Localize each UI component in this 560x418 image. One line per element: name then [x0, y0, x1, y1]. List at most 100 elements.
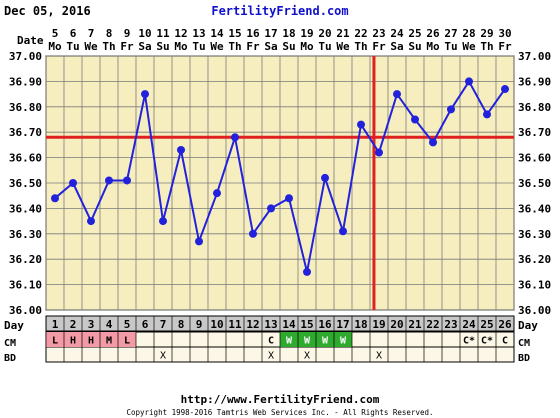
date-label: 5	[52, 27, 59, 40]
cm-label: W	[340, 336, 347, 347]
cycle-day-label: 4	[106, 318, 113, 331]
cycle-day-label: 1	[52, 318, 59, 331]
weekday-label: Mo	[48, 40, 62, 53]
weekday-label: Th	[102, 40, 115, 53]
date-label: 27	[444, 27, 457, 40]
weekday-label: Sa	[264, 40, 277, 53]
y-tick-label-right: 36.40	[518, 202, 551, 215]
cm-cell	[298, 332, 316, 347]
date-label: 17	[264, 27, 277, 40]
cycle-day-label: 15	[300, 318, 313, 331]
cm-label: W	[304, 336, 311, 347]
y-tick-label-right: 36.90	[518, 75, 551, 88]
cycle-day-label: 13	[264, 318, 277, 331]
temperature-point	[465, 77, 473, 86]
weekday-label: We	[462, 40, 476, 53]
weekday-label: Su	[156, 40, 169, 53]
y-tick-label-left: 36.30	[9, 228, 42, 241]
date-label: 22	[354, 27, 367, 40]
weekday-label: Fr	[498, 40, 512, 53]
date-label: 11	[156, 27, 170, 40]
temperature-point	[213, 189, 221, 198]
cm-label: C	[502, 336, 508, 347]
cm-row-label-right: CM	[518, 338, 530, 349]
y-tick-label-right: 37.00	[518, 50, 551, 63]
weekday-label: Mo	[300, 40, 314, 53]
y-tick-label-right: 36.70	[518, 126, 551, 139]
weekday-label: Th	[480, 40, 493, 53]
temperature-point	[501, 85, 509, 94]
date-label: 12	[174, 27, 187, 40]
cycle-day-label: 17	[336, 318, 349, 331]
date-label: 13	[192, 27, 205, 40]
temperature-point	[375, 148, 383, 157]
temperature-point	[105, 176, 113, 185]
cm-row-label: CM	[4, 338, 16, 349]
temperature-point	[177, 145, 185, 154]
cm-cell	[280, 332, 298, 347]
temperature-point	[483, 110, 491, 119]
cm-cell	[100, 332, 118, 347]
day-row-label: Day	[4, 319, 24, 332]
cm-label: L	[124, 336, 130, 347]
temperature-point	[195, 237, 203, 246]
temperature-point	[69, 179, 77, 187]
weekday-label: Th	[354, 40, 367, 53]
cycle-day-label: 23	[444, 318, 457, 331]
bd-row-label: BD	[4, 353, 16, 364]
temperature-line	[54, 79, 506, 273]
date-label: 16	[246, 27, 260, 40]
weekday-label: Su	[408, 40, 421, 53]
date-label: 9	[124, 27, 131, 40]
y-tick-label-left: 36.90	[9, 75, 42, 88]
cm-label: W	[322, 336, 329, 347]
weekday-label: Tu	[66, 40, 79, 53]
bd-mark: X	[376, 351, 382, 362]
cycle-day-label: 5	[124, 318, 131, 331]
weekday-label: Fr	[246, 40, 260, 53]
cycle-day-label: 11	[228, 318, 242, 331]
temperature-point	[303, 267, 311, 276]
cm-label: W	[286, 336, 293, 347]
weekday-label: Th	[228, 40, 241, 53]
footer-copyright: Copyright 1998-2016 Tamtris Web Services…	[126, 408, 433, 417]
temperature-point	[393, 90, 401, 99]
cycle-day-label: 16	[318, 318, 332, 331]
cm-label: C	[268, 336, 274, 347]
cycle-day-label: 9	[196, 318, 203, 331]
cm-label: H	[70, 336, 76, 347]
cycle-day-label: 20	[390, 318, 403, 331]
date-label: 15	[228, 27, 241, 40]
cycle-day-label: 18	[354, 318, 367, 331]
cycle-day-label: 24	[462, 318, 476, 331]
y-tick-label-right: 36.30	[518, 228, 551, 241]
date-label: 29	[480, 27, 493, 40]
cm-cell	[316, 332, 334, 347]
y-tick-label-right: 36.60	[518, 152, 551, 165]
y-tick-label-left: 36.70	[9, 126, 42, 139]
y-tick-label-left: 36.80	[9, 101, 42, 114]
cm-cell	[82, 332, 100, 347]
date-label: 30	[498, 27, 511, 40]
cycle-day-label: 6	[142, 318, 149, 331]
cm-cell	[64, 332, 82, 347]
cycle-day-label: 3	[88, 318, 95, 331]
weekday-label: We	[84, 40, 98, 53]
temperature-point	[357, 120, 365, 129]
y-tick-label-left: 36.60	[9, 152, 42, 165]
weekday-label: Sa	[390, 40, 403, 53]
date-label: 21	[336, 27, 350, 40]
cm-label: C*	[481, 336, 493, 347]
cycle-day-label: 26	[498, 318, 512, 331]
date-label: 14	[210, 27, 224, 40]
weekday-label: Fr	[120, 40, 134, 53]
cycle-day-label: 8	[178, 318, 185, 331]
date-label: 26	[426, 27, 440, 40]
cycle-day-label: 14	[282, 318, 296, 331]
cycle-day-label: 19	[372, 318, 385, 331]
y-tick-label-left: 36.20	[9, 253, 42, 266]
y-tick-label-left: 36.50	[9, 177, 42, 190]
weekday-label: Mo	[174, 40, 188, 53]
y-tick-label-left: 36.40	[9, 202, 42, 215]
weekday-label: Tu	[444, 40, 457, 53]
